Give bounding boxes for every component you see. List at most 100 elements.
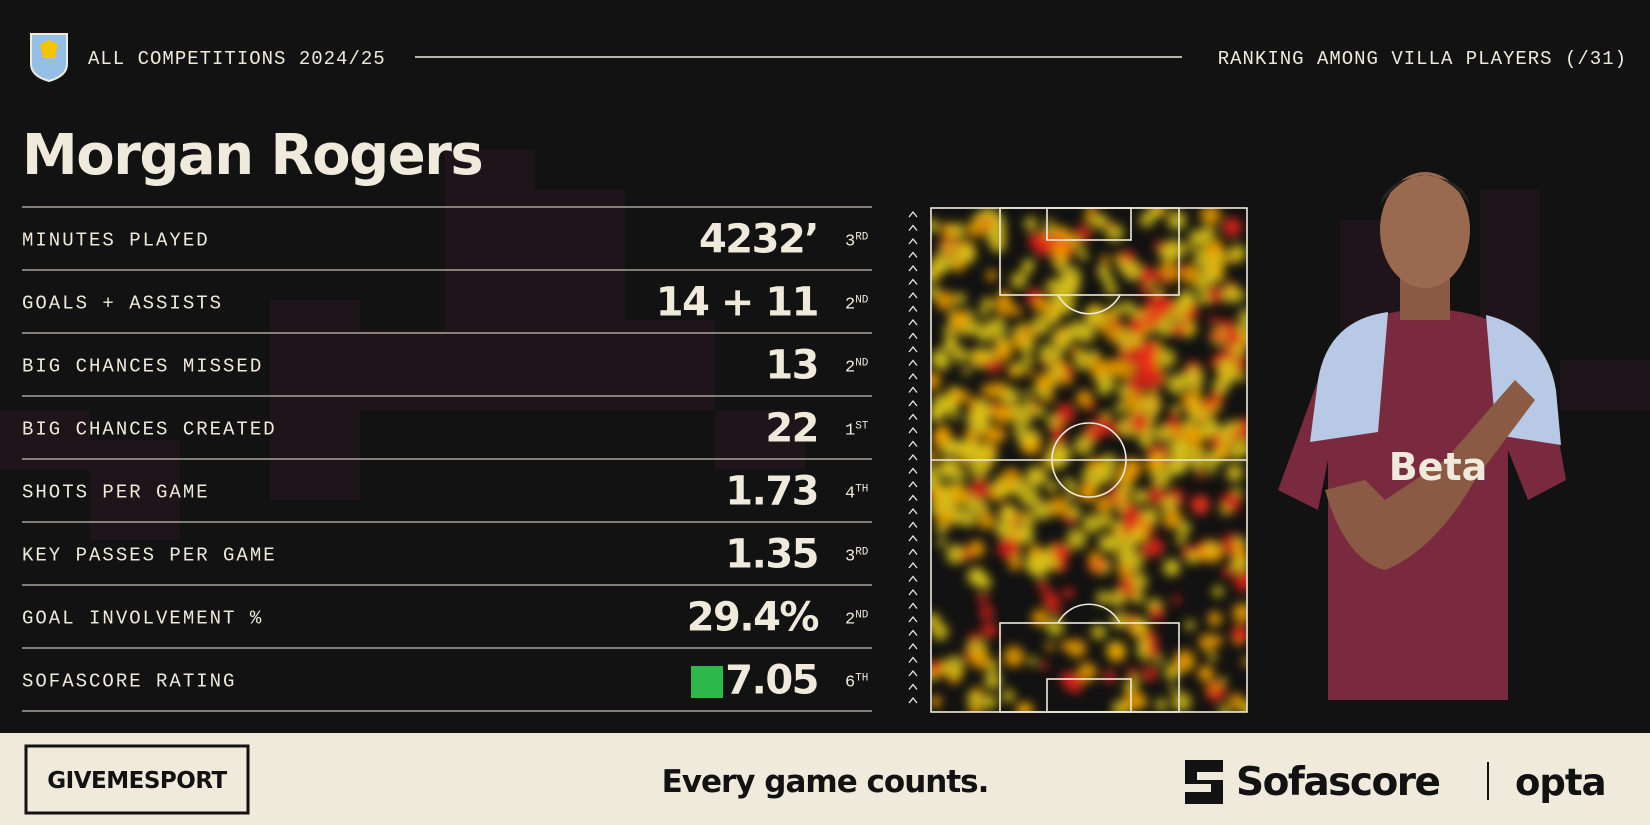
chevron [908,548,918,555]
heat-blob [1155,656,1165,666]
stat-label: BIG CHANCES MISSED [22,356,263,378]
stat-label: MINUTES PLAYED [22,230,210,252]
chevron [908,467,918,474]
heat-blob [1076,323,1096,343]
stat-rank: 2ND [845,358,869,378]
rank-suffix: ND [855,295,869,307]
rank-number: 2 [845,611,855,630]
heat-blob [1024,553,1046,575]
heat-blob [935,508,954,526]
heat-blob [1044,218,1054,228]
heat-blob [1171,692,1192,712]
sofascore-logo [1185,760,1223,804]
heat-blob [1177,265,1186,274]
stat-value: 22 [765,406,818,452]
competition: ALL COMPETITIONS 2024/25 [88,48,386,70]
chevron [908,413,918,420]
heat-blob [1001,689,1015,703]
heat-blob [981,348,996,362]
chevron [908,534,918,542]
heat-blob [1155,424,1174,443]
heat-blob [931,695,942,708]
heat-blob [1205,541,1219,555]
chevron [908,251,918,258]
heat-blob [1236,371,1247,382]
heat-blob [1051,241,1071,261]
heat-blob [1203,410,1213,420]
heat-blob [1130,616,1147,634]
heat-blob [1048,496,1069,517]
heat-blob [1116,563,1129,576]
heat-blob [1183,366,1204,388]
chevron [908,683,918,690]
heat-blob [946,335,959,348]
heat-blob [959,510,977,528]
heat-blob [1118,327,1129,338]
heat-blob [1139,393,1162,416]
heat-blob [1117,466,1136,486]
heat-blob [1114,402,1127,414]
heat-blob [949,386,960,397]
heat-blob [1045,641,1055,651]
heat-blob [978,308,988,318]
heat-blob [1109,304,1122,316]
heat-blob [1208,683,1218,693]
heat-blob [1185,324,1195,334]
heat-blob [1037,580,1049,592]
heat-blob [1163,239,1186,261]
chevron [908,359,918,366]
chevron [908,629,918,636]
heat-blob [935,522,948,535]
chevron [908,669,918,677]
heat-blob [1077,662,1097,682]
heat-blob [1132,488,1148,504]
heat-blob [1017,511,1027,522]
heat-blob [1231,624,1247,643]
heat-blob [975,445,997,467]
heat-blob [1082,513,1102,534]
heat-blob [997,537,1020,559]
heat-blob [1034,405,1046,418]
heat-blob [1088,550,1101,563]
heat-blob [938,458,960,480]
heat-blob [1003,646,1025,668]
heat-blob [1075,389,1093,407]
heat-blob [1060,639,1073,652]
heat-blob [1155,698,1168,711]
heat-blob [1197,665,1215,682]
chevron [908,615,918,623]
heat-blob [1075,225,1092,242]
heat-blob [946,242,958,254]
heat-blob [1049,603,1062,615]
heat-blob [1128,317,1146,334]
chevron [908,291,918,299]
heat-blob [1139,213,1154,228]
heat-blob [932,433,946,447]
chevron [908,440,918,447]
heat-blob [1039,661,1049,670]
heat-blob [1185,242,1195,252]
ranking-note: RANKING AMONG VILLA PLAYERS (/31) [1218,48,1627,70]
heat-blob [1189,399,1198,408]
heat-blob [1112,357,1135,380]
chevron [908,264,918,272]
heat-blob [1207,467,1216,476]
heat-blob [1013,426,1023,436]
heat-blob [998,504,1018,524]
heat-blob [1228,244,1247,262]
stat-label: GOAL INVOLVEMENT % [22,608,263,630]
heat-blob [1176,521,1191,536]
heat-blob [931,219,940,233]
heat-blob [1010,272,1027,289]
heat-blob [1182,426,1204,448]
heat-blob [1170,411,1179,420]
heat-blob [1027,656,1038,666]
heat-blob [1019,529,1035,545]
heat-blob [955,244,976,265]
heat-blob [1139,286,1150,296]
heat-blob [1053,348,1064,359]
footer [0,733,1650,825]
heat-blob [1011,335,1023,348]
rank-number: 3 [845,548,855,567]
heat-blob [1102,410,1112,420]
